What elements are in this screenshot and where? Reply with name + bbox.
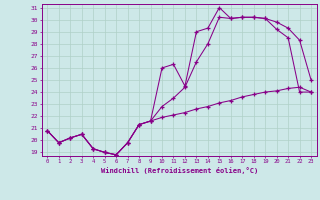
X-axis label: Windchill (Refroidissement éolien,°C): Windchill (Refroidissement éolien,°C) xyxy=(100,167,258,174)
